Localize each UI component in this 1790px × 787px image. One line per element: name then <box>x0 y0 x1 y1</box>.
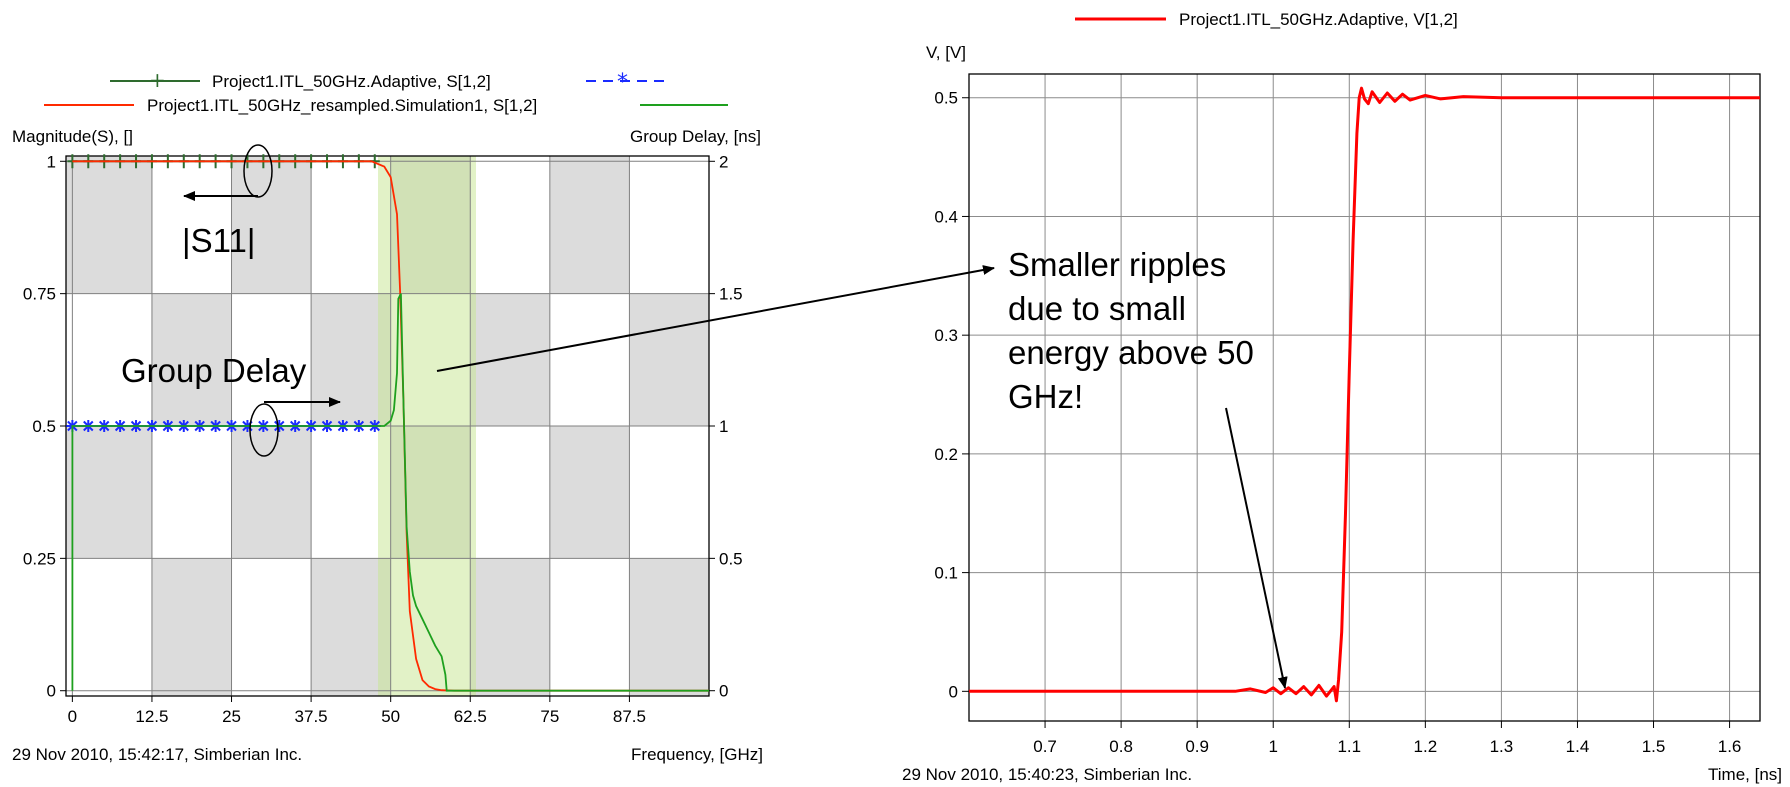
right-ticks: 0.7 0.8 0.9 1 1.1 1.2 1.3 1.4 1.5 1.6 0 0.1 0.2 0.3 0.… <box>934 89 1741 756</box>
checker-cell <box>231 426 312 559</box>
ripple-annotation-line-1: Smaller ripples <box>1008 246 1226 283</box>
right-y-tick-label: 0 <box>949 682 958 701</box>
checker-cell <box>549 156 630 294</box>
checker-cell <box>311 558 391 696</box>
checker-cell <box>470 156 550 294</box>
left-footer: 29 Nov 2010, 15:42:17, Simberian Inc. <box>12 745 302 764</box>
right-chart: 0.7 0.8 0.9 1 1.1 1.2 1.3 1.4 1.5 1.6 0 0.1 0.2 0.3 0.… <box>902 10 1782 784</box>
left-series <box>66 154 709 692</box>
left-y-axis-label: Magnitude(S), [] <box>12 127 133 146</box>
right-y-tick-label: 0.3 <box>934 326 958 345</box>
checker-cell <box>629 426 709 559</box>
left-legend-marker-star: * <box>617 70 628 95</box>
right-footer: 29 Nov 2010, 15:40:23, Simberian Inc. <box>902 765 1192 784</box>
right-y-tick-label: 0.4 <box>934 207 958 226</box>
left-y-tick-label: 0 <box>47 682 56 701</box>
checker-cell <box>151 293 232 426</box>
right-x-tick-label: 1 <box>1268 737 1277 756</box>
left-series-line-3 <box>71 293 709 692</box>
checker-cell <box>549 426 630 559</box>
right-y-tick-label: 0.2 <box>934 445 958 464</box>
left-y-tick-label: 0.25 <box>23 549 56 568</box>
checker-cell <box>151 156 232 294</box>
checker-cell <box>549 293 630 426</box>
left-checker-background <box>66 156 709 696</box>
checker-cell <box>549 558 630 696</box>
left-y2-tick-label: 0 <box>719 682 728 701</box>
right-y-tick-label: 0.1 <box>934 564 958 583</box>
right-x-tick-label: 0.7 <box>1033 737 1057 756</box>
right-x-tick-label: 1.2 <box>1414 737 1438 756</box>
left-chart: 0 12.5 25 37.5 50 62.5 75 87.5 0 0.25 0.5 0.75 1 0 0.5… <box>12 68 763 764</box>
right-x-tick-label: 1.3 <box>1490 737 1514 756</box>
left-legend-entry-2: Project1.ITL_50GHz_resampled.Simulation1… <box>147 96 537 115</box>
checker-cell <box>151 426 232 559</box>
left-x-tick-label: 12.5 <box>135 707 168 726</box>
checker-cell <box>66 156 152 294</box>
left-y-tick-label: 0.5 <box>32 417 56 436</box>
left-y-tick-label: 1 <box>47 152 56 171</box>
left-x-tick-label: 0 <box>68 707 77 726</box>
left-y2-tick-label: 0.5 <box>719 549 743 568</box>
ripple-annotation-line-2: due to small <box>1008 290 1186 327</box>
right-plot-frame <box>968 73 1761 722</box>
connector-arrow <box>436 265 995 372</box>
right-x-tick-label: 1.6 <box>1718 737 1742 756</box>
checker-cell <box>629 293 709 426</box>
checker-cell <box>470 293 550 426</box>
left-x-tick-label: 87.5 <box>613 707 646 726</box>
left-y-tick-label: 0.75 <box>23 285 56 304</box>
right-legend-entry: Project1.ITL_50GHz.Adaptive, V[1,2] <box>1179 10 1458 29</box>
group-delay-callout-ellipse <box>249 403 279 457</box>
checker-cell <box>66 293 152 426</box>
left-x-tick-label: 62.5 <box>454 707 487 726</box>
left-legend-entry-1: Project1.ITL_50GHz.Adaptive, S[1,2] <box>212 72 491 91</box>
checker-cell <box>470 426 550 559</box>
checker-cell <box>629 156 709 294</box>
checker-cell <box>231 293 312 426</box>
ripple-annotation-line-4: GHz! <box>1008 378 1083 415</box>
left-x-tick-label: 37.5 <box>295 707 328 726</box>
right-x-tick-label: 0.8 <box>1109 737 1133 756</box>
left-ticks: 0 12.5 25 37.5 50 62.5 75 87.5 0 0.25 0.5 0.75 1 0 0.5… <box>23 152 743 726</box>
right-x-tick-label: 1.4 <box>1566 737 1590 756</box>
s11-annotation: |S11| <box>182 222 255 259</box>
checker-cell <box>311 426 391 559</box>
checker-cell <box>311 156 391 294</box>
right-plot-background <box>969 74 1760 721</box>
left-y2-tick-label: 1.5 <box>719 285 743 304</box>
right-x-tick-label: 0.9 <box>1185 737 1209 756</box>
right-x-axis-label: Time, [ns] <box>1708 765 1782 784</box>
left-y2-tick-label: 1 <box>719 417 728 436</box>
right-x-tick-label: 1.5 <box>1642 737 1666 756</box>
right-y-tick-label: 0.5 <box>934 89 958 108</box>
checker-cell <box>470 558 550 696</box>
left-y2-axis-label: Group Delay, [ns] <box>630 127 761 146</box>
ripple-arrow <box>1225 407 1288 689</box>
left-y2-tick-label: 2 <box>719 152 728 171</box>
group-delay-annotation: Group Delay <box>121 352 307 389</box>
checker-cell <box>311 293 391 426</box>
left-legend-marker-plus: + <box>149 68 166 92</box>
left-x-tick-label: 25 <box>222 707 241 726</box>
checker-cell <box>629 558 709 696</box>
checker-cell <box>66 426 152 559</box>
checker-cell <box>151 558 232 696</box>
checker-cell <box>66 558 152 696</box>
left-x-axis-label: Frequency, [GHz] <box>631 745 763 764</box>
checker-cell <box>231 558 312 696</box>
right-y-axis-label: V, [V] <box>926 43 966 62</box>
left-x-tick-label: 50 <box>381 707 400 726</box>
left-x-tick-label: 75 <box>540 707 559 726</box>
right-x-tick-label: 1.1 <box>1337 737 1361 756</box>
ripple-annotation-line-3: energy above 50 <box>1008 334 1254 371</box>
